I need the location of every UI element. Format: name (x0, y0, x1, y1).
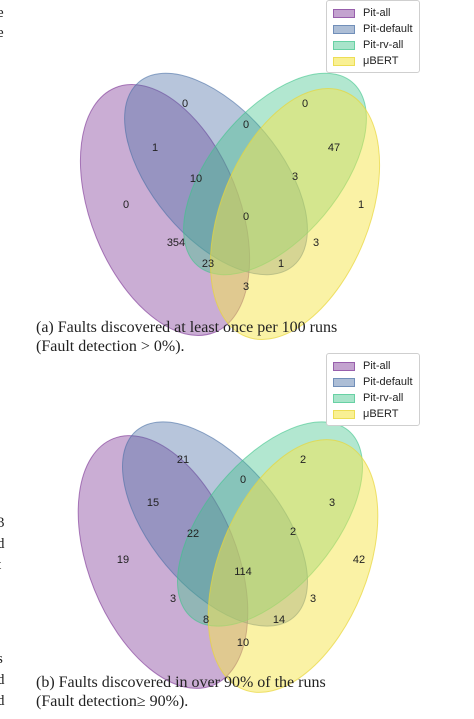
venn-b-region-count: 2 (290, 526, 296, 538)
venn-a-region-count: 3 (243, 281, 249, 293)
caption-b: (b) Faults discovered in over 90% of the… (36, 673, 326, 711)
caption-a: (a) Faults discovered at least once per … (36, 318, 337, 356)
venn-a-region-count: 354 (167, 237, 185, 249)
cropped-margin-fragment: 3 (0, 515, 5, 531)
cropped-margin-fragment: t (0, 558, 1, 573)
legend-a-item-pit-all: Pit-all (333, 5, 413, 21)
venn-b-mubert-ellipse (207, 439, 379, 693)
caption-b-line2: (Fault detection≥ 90%). (36, 693, 189, 710)
venn-a-shapes (79, 72, 381, 340)
venn-b-region-count: 10 (237, 637, 249, 649)
venn-b-region-count: 3 (329, 497, 335, 509)
venn-a-mubert-ellipse (209, 88, 381, 340)
venn-b-region-count: 14 (273, 614, 285, 626)
venn-a-region-count: 0 (123, 199, 129, 211)
legend-b-item-pit-rv-all: Pit-rv-all (333, 390, 413, 406)
cropped-margin-fragment: s (0, 652, 3, 667)
venn-b-region-count: 0 (240, 474, 246, 486)
venn-b-region-count: 2 (300, 454, 306, 466)
venn-b-region-count: 22 (187, 528, 199, 540)
legend-a-label: μBERT (363, 55, 399, 67)
legend-b-label: Pit-default (363, 376, 413, 388)
venn-b-region-count: 21 (177, 454, 189, 466)
venn-b-region-count: 114 (234, 566, 252, 578)
legend-b-label: μBERT (363, 408, 399, 420)
legend-b-label: Pit-rv-all (363, 392, 404, 404)
cropped-margin-fragment: d (0, 693, 5, 709)
legend-a-item-pit-rv-all: Pit-rv-all (333, 37, 413, 53)
venn-a-region-count: 0 (243, 211, 249, 223)
legend-b-item-pit-all: Pit-all (333, 358, 413, 374)
venn-b-region-count: 15 (147, 497, 159, 509)
cropped-margin-fragment: d (0, 672, 5, 688)
legend-b-item-pit-default: Pit-default (333, 374, 413, 390)
venn-a-region-count: 3 (313, 237, 319, 249)
legend-a-item-pit-default: Pit-default (333, 21, 413, 37)
legend-a-label: Pit-default (363, 23, 413, 35)
caption-b-line1: (b) Faults discovered in over 90% of the… (36, 674, 326, 691)
legend-a-item-mubert: μBERT (333, 53, 413, 69)
venn-b-region-count: 42 (353, 554, 365, 566)
venn-a-region-count: 0 (302, 98, 308, 110)
legend-b-item-mubert: μBERT (333, 406, 413, 422)
legend-b: Pit-all Pit-default Pit-rv-all μBERT (326, 353, 420, 426)
legend-b-label: Pit-all (363, 360, 391, 372)
venn-b-region-count: 8 (203, 614, 209, 626)
venn-a-region-count: 1 (278, 258, 284, 270)
legend-a: Pit-all Pit-default Pit-rv-all μBERT (326, 0, 420, 73)
caption-a-line1: (a) Faults discovered at least once per … (36, 319, 338, 336)
venn-a-region-count: 1 (152, 142, 158, 154)
venn-a-region-count: 3 (292, 171, 298, 183)
legend-a-label: Pit-all (363, 7, 391, 19)
legend-a-label: Pit-rv-all (363, 39, 404, 51)
caption-a-line2: (Fault detection > 0%). (36, 338, 185, 355)
venn-a-region-count: 0 (182, 98, 188, 110)
venn-a-region-count: 23 (202, 258, 214, 270)
venn-b-region-count: 3 (170, 593, 176, 605)
venn-a-region-count: 1 (358, 199, 364, 211)
venn-b-region-count: 3 (310, 593, 316, 605)
venn-a-region-count: 47 (328, 142, 340, 154)
venn-a-region-count: 10 (190, 173, 202, 185)
cropped-margin-fragment: e (0, 25, 4, 41)
venn-b-region-count: 19 (117, 554, 129, 566)
cropped-margin-fragment: d (0, 536, 5, 552)
venn-b-shapes (77, 421, 379, 693)
venn-a-region-count: 0 (243, 119, 249, 131)
cropped-margin-fragment: e (0, 5, 4, 21)
